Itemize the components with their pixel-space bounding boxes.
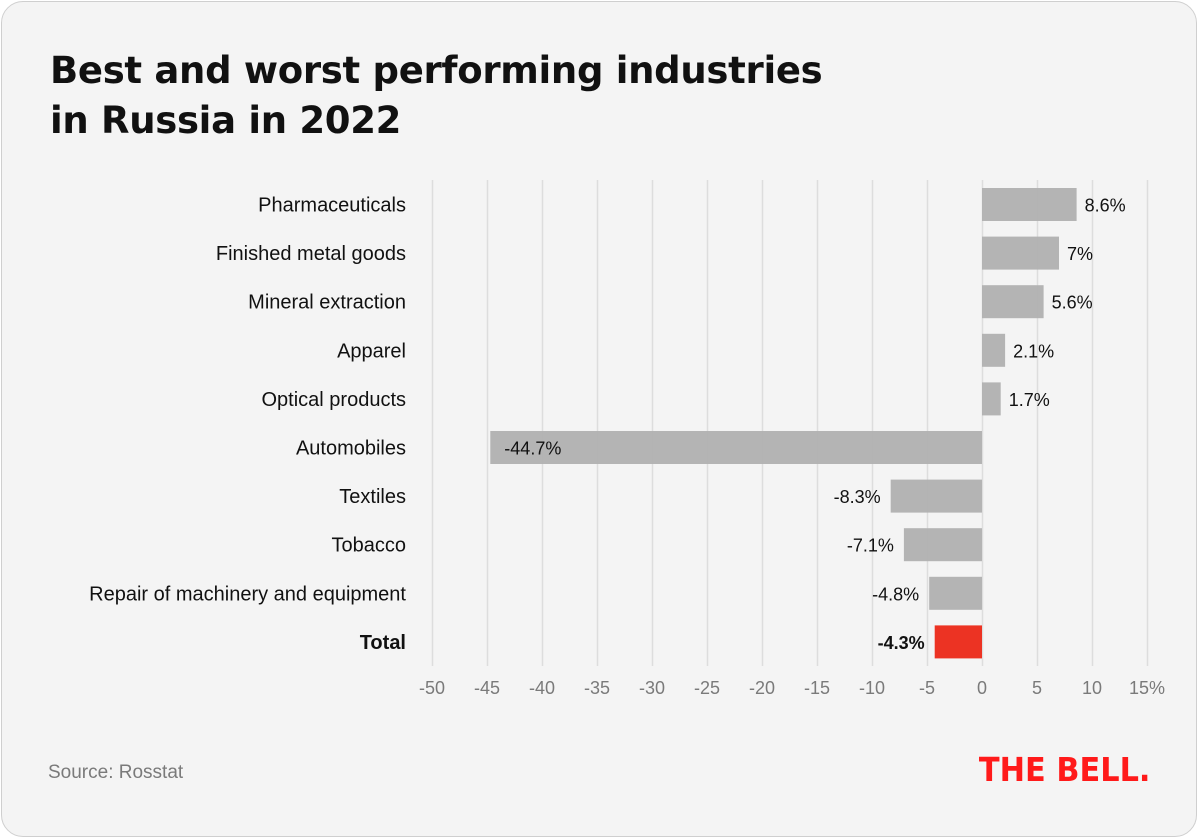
value-label: 8.6%	[1085, 196, 1126, 216]
bar	[929, 576, 982, 610]
total-bar	[934, 625, 982, 659]
x-tick-label: -15	[804, 678, 830, 698]
bar	[982, 382, 1001, 416]
the-bell-logo: THE BELL.	[978, 750, 1150, 789]
x-tick-label: 0	[977, 678, 987, 698]
category-label: Tobacco	[332, 535, 407, 557]
category-label: Textiles	[339, 486, 406, 508]
bar	[903, 528, 982, 562]
x-axis-tick-labels: -50 -45 -40 -35 -30 -25 -20 -15 -10 -5 0 5 10 15%	[419, 678, 1165, 698]
bar	[982, 236, 1059, 270]
x-tick-label: -5	[919, 678, 935, 698]
value-labels: 8.6% 7% 5.6% 2.1% 1.7% -44.7% -8.3% -7.1% -4.8% -…	[504, 196, 1125, 653]
value-label: -4.8%	[872, 584, 919, 604]
x-tick-label: -35	[584, 678, 610, 698]
category-label: Total	[360, 632, 406, 654]
x-tick-label: -20	[749, 678, 775, 698]
value-label: 5.6%	[1052, 293, 1093, 313]
x-tick-label: -45	[474, 678, 500, 698]
x-tick-label: -10	[859, 678, 885, 698]
x-tick-label: -50	[419, 678, 445, 698]
value-label: -4.3%	[878, 633, 925, 653]
source-note: Source: Rosstat	[48, 762, 184, 783]
gridlines	[431, 180, 1149, 666]
chart-title-line-1: Best and worst performing industries	[50, 49, 823, 92]
category-label: Optical products	[261, 389, 406, 411]
bar	[982, 285, 1044, 319]
bar	[890, 479, 982, 513]
category-label: Finished metal goods	[216, 243, 406, 265]
category-label: Automobiles	[296, 438, 406, 460]
chart-title-line-2: in Russia in 2022	[50, 99, 402, 142]
x-tick-label: 10	[1082, 678, 1102, 698]
bar	[982, 333, 1006, 367]
x-tick-label: 5	[1032, 678, 1042, 698]
category-label: Apparel	[337, 340, 406, 362]
category-label: Pharmaceuticals	[258, 195, 406, 217]
x-tick-label: -25	[694, 678, 720, 698]
value-label: -7.1%	[847, 536, 894, 556]
bar	[490, 431, 982, 464]
x-tick-label: -40	[529, 678, 555, 698]
value-label: -44.7%	[504, 439, 561, 459]
category-label: Repair of machinery and equipment	[89, 583, 406, 605]
category-labels: Pharmaceuticals Finished metal goods Miner…	[89, 195, 406, 654]
value-label: -8.3%	[834, 487, 881, 507]
value-label: 1.7%	[1009, 390, 1050, 410]
bars	[490, 188, 1077, 659]
chart-title: Best and worst performing industries in …	[50, 46, 950, 146]
x-tick-label: 15%	[1129, 678, 1165, 698]
value-label: 7%	[1067, 244, 1093, 264]
value-label: 2.1%	[1013, 341, 1054, 361]
category-label: Mineral extraction	[248, 292, 406, 314]
bar	[982, 188, 1077, 221]
x-tick-label: -30	[639, 678, 665, 698]
